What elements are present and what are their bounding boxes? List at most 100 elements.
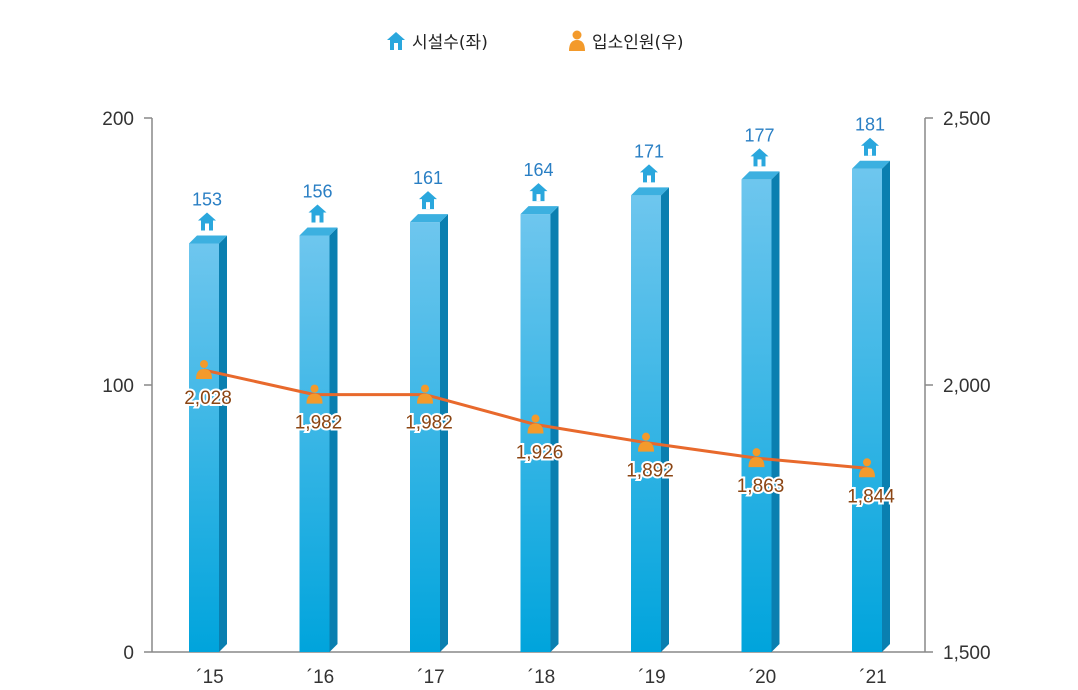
person-icon-head xyxy=(752,448,761,457)
house-icon-shape xyxy=(198,212,216,231)
person-icon-head xyxy=(642,432,650,441)
person-icon-head xyxy=(200,360,208,369)
person-icon xyxy=(306,384,323,404)
person-icon-body xyxy=(859,467,875,478)
bar-side xyxy=(771,171,780,652)
house-icon-door xyxy=(868,148,872,156)
house-icon xyxy=(861,137,879,156)
person-icon xyxy=(527,414,544,434)
bar-data-label: 177 xyxy=(744,125,774,145)
bar xyxy=(299,227,338,653)
right-axis-tick-label: 2,000 xyxy=(943,376,991,397)
person-icon-body xyxy=(527,423,544,434)
bar xyxy=(852,160,890,653)
bar-front xyxy=(631,195,661,652)
line-data-label: 1,926 xyxy=(516,443,564,464)
house-icon-door xyxy=(426,202,430,210)
house-icon xyxy=(308,204,327,223)
bar-top xyxy=(520,206,559,215)
person-icon xyxy=(196,360,212,380)
bar-data-label: 181 xyxy=(855,115,885,135)
person-icon-head xyxy=(310,384,319,393)
bar xyxy=(741,171,780,652)
house-icon xyxy=(750,148,769,167)
bar-side xyxy=(882,160,890,653)
person-icon-body xyxy=(306,393,323,404)
line-data-label: 2,028 xyxy=(184,388,232,409)
x-axis-tick-label: ´16 xyxy=(307,667,334,688)
bar-labels: 153 156 161 164 171 177 181 xyxy=(192,115,885,210)
legend-label-residents: 입소인원(우) xyxy=(592,33,684,53)
left-axis-tick-label: 200 xyxy=(102,109,134,130)
left-axis-tick-label: 0 xyxy=(123,643,134,664)
house-icon-shape xyxy=(861,137,879,156)
bar-data-label: 156 xyxy=(302,181,332,201)
bar-top xyxy=(410,214,448,223)
person-icon-head xyxy=(421,384,429,393)
line-data-label: 1,982 xyxy=(405,413,453,434)
bar-side xyxy=(329,227,338,653)
house-icon xyxy=(387,31,405,50)
house-icon-shape xyxy=(640,164,658,183)
house-icon-shape xyxy=(308,204,327,223)
house-icon-door xyxy=(315,215,320,223)
x-axis-tick-label: ´21 xyxy=(859,667,886,688)
legend-label-facilities: 시설수(좌) xyxy=(412,33,488,53)
bar-data-label: 153 xyxy=(192,189,222,209)
house-icon-door xyxy=(536,194,541,202)
line-series xyxy=(196,360,875,478)
line-data-label: 1,863 xyxy=(737,476,785,497)
bar xyxy=(189,235,227,653)
person-icon xyxy=(417,384,433,404)
bar-top xyxy=(741,171,780,180)
legend-item-residents: 입소인원(우) xyxy=(568,28,683,53)
bar-data-label: 164 xyxy=(523,160,553,180)
house-icon-door xyxy=(205,223,209,231)
house-icon-shape xyxy=(529,183,548,202)
person-icon xyxy=(638,432,654,452)
person-icon-body xyxy=(417,393,433,404)
house-icon-shape xyxy=(419,191,437,210)
bar-front xyxy=(741,179,772,652)
x-axis-tick-label: ´19 xyxy=(638,667,665,688)
x-axis-tick-label: ´20 xyxy=(749,667,776,688)
legend-item-facilities: 시설수(좌) xyxy=(386,28,488,53)
house-icon xyxy=(640,164,658,183)
x-axis-tick-label: ´17 xyxy=(417,667,444,688)
person-icon xyxy=(569,30,585,51)
right-axis-tick-label: 2,500 xyxy=(943,109,991,130)
person-icon-head xyxy=(863,458,871,467)
bar-side xyxy=(440,214,448,652)
bar-front xyxy=(299,235,330,653)
bar-front xyxy=(189,243,219,653)
bar-top xyxy=(299,227,338,236)
right-axis-tick-label: 1,500 xyxy=(943,643,991,664)
bar-front xyxy=(410,222,440,652)
house-icon-door xyxy=(647,175,651,183)
person-icon-body xyxy=(196,369,212,380)
bar-data-label: 161 xyxy=(413,168,443,188)
house-icon xyxy=(529,183,548,202)
line-data-label: 1,892 xyxy=(626,461,674,482)
legend: 시설수(좌) 입소인원(우) xyxy=(0,28,1078,58)
bars xyxy=(189,160,890,653)
line-labels: 2,028 1,982 1,982 1,926 1,892 1,863 1,844 xyxy=(182,386,897,509)
bar-top xyxy=(631,187,669,196)
bar-front xyxy=(852,168,882,653)
person-icon-body xyxy=(638,441,654,452)
line-data-label: 1,982 xyxy=(295,413,343,434)
bar xyxy=(410,214,448,652)
x-axis-tick-label: ´15 xyxy=(196,667,223,688)
line-data-label: 1,844 xyxy=(847,486,895,507)
left-axis-tick-label: 100 xyxy=(102,376,134,397)
house-icon-shape xyxy=(750,148,769,167)
bar-top xyxy=(852,160,890,169)
bar-top xyxy=(189,235,227,244)
bar-icons xyxy=(198,137,879,231)
house-icon-door xyxy=(757,159,762,167)
person-icon xyxy=(748,448,765,468)
person-icon xyxy=(859,458,875,478)
x-axis-tick-label: ´18 xyxy=(528,667,555,688)
bar-side xyxy=(661,187,669,652)
